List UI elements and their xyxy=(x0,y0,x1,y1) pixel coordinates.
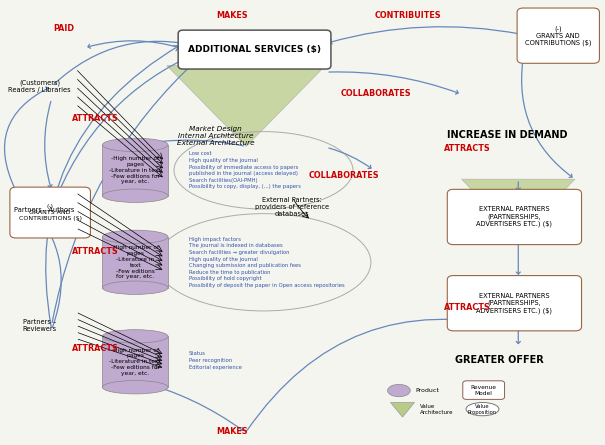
Text: (Customers)
Readers / Libraries: (Customers) Readers / Libraries xyxy=(8,80,71,93)
Text: -High number of
pages
-Literature in text
-Few editions for
year, etc.: -High number of pages -Literature in tex… xyxy=(110,156,161,184)
FancyBboxPatch shape xyxy=(447,275,581,331)
Text: Product: Product xyxy=(416,388,439,393)
Ellipse shape xyxy=(466,402,499,416)
Ellipse shape xyxy=(102,380,168,394)
Ellipse shape xyxy=(102,330,168,343)
FancyBboxPatch shape xyxy=(517,8,600,63)
Text: EXTERNAL PARTNERS
(PARTNERSHIPS,
ADVERTISERS ETC.) ($): EXTERNAL PARTNERS (PARTNERSHIPS, ADVERTI… xyxy=(476,206,552,227)
Text: CONTRIBUITES: CONTRIBUITES xyxy=(374,11,441,20)
Polygon shape xyxy=(391,402,414,417)
Polygon shape xyxy=(462,179,575,238)
Text: ATTRACTS: ATTRACTS xyxy=(72,344,119,353)
Ellipse shape xyxy=(102,138,168,152)
Text: COLLABORATES: COLLABORATES xyxy=(309,171,379,180)
Text: COLLABORATES: COLLABORATES xyxy=(341,89,411,98)
Text: Low cost
High quality of the journal
Possibility of immediate access to papers
p: Low cost High quality of the journal Pos… xyxy=(189,151,301,189)
Text: Partners –
Reviewers: Partners – Reviewers xyxy=(22,319,57,332)
Text: PAID: PAID xyxy=(53,24,74,33)
Text: ATTRACTS: ATTRACTS xyxy=(72,114,119,123)
Ellipse shape xyxy=(388,384,410,397)
Text: (-)
GRANTS AND
CONTRIBUTIONS ($): (-) GRANTS AND CONTRIBUTIONS ($) xyxy=(525,25,592,46)
Ellipse shape xyxy=(102,281,168,295)
Ellipse shape xyxy=(102,189,168,202)
Text: ADDITIONAL SERVICES ($): ADDITIONAL SERVICES ($) xyxy=(188,45,321,54)
Text: -High number of
pages
-Literature in
text
-Few editions
for year, etc.: -High number of pages -Literature in tex… xyxy=(111,245,159,279)
FancyBboxPatch shape xyxy=(463,381,505,400)
Text: Value
Proposition: Value Proposition xyxy=(468,404,497,415)
Text: GREATER OFFER: GREATER OFFER xyxy=(456,356,544,365)
Ellipse shape xyxy=(102,230,168,243)
Polygon shape xyxy=(462,278,575,327)
FancyBboxPatch shape xyxy=(10,187,91,238)
Polygon shape xyxy=(167,65,325,146)
Text: Market Design
Internal Architecture
External Architecture: Market Design Internal Architecture Exte… xyxy=(177,126,255,146)
FancyBboxPatch shape xyxy=(447,189,581,245)
Text: ATTRACTS: ATTRACTS xyxy=(72,247,119,256)
Text: Value
Architecture: Value Architecture xyxy=(420,404,454,415)
Text: MAKES: MAKES xyxy=(217,427,248,436)
Text: High impact factors
The journal is indexed in databases
Search facilities → grea: High impact factors The journal is index… xyxy=(189,237,345,288)
Text: EXTERNAL PARTNERS
(PARTNERSHIPS,
ADVERTISERS ETC.) ($): EXTERNAL PARTNERS (PARTNERSHIPS, ADVERTI… xyxy=(476,293,552,314)
Text: Partners - Authors: Partners - Authors xyxy=(14,207,74,213)
Bar xyxy=(102,336,168,387)
Text: -High number of
pages
-Literature in text
-Few editions for
year, etc.: -High number of pages -Literature in tex… xyxy=(110,348,161,376)
FancyBboxPatch shape xyxy=(178,30,331,69)
Text: MAKES: MAKES xyxy=(217,11,248,20)
Text: Revenue
Model: Revenue Model xyxy=(471,384,497,396)
Text: Status
Peer recognition
Editorial experience: Status Peer recognition Editorial experi… xyxy=(189,352,242,370)
Text: (-)
GRANTS AND
CONTRIBUTIONS ($): (-) GRANTS AND CONTRIBUTIONS ($) xyxy=(19,204,82,221)
Bar xyxy=(102,237,168,288)
Bar xyxy=(102,145,168,196)
Text: ATTRACTS: ATTRACTS xyxy=(444,303,491,312)
Text: ATTRACTS: ATTRACTS xyxy=(444,144,491,153)
Text: External Partners:
providers of reference
databases: External Partners: providers of referenc… xyxy=(255,197,329,217)
Text: INCREASE IN DEMAND: INCREASE IN DEMAND xyxy=(446,130,567,140)
